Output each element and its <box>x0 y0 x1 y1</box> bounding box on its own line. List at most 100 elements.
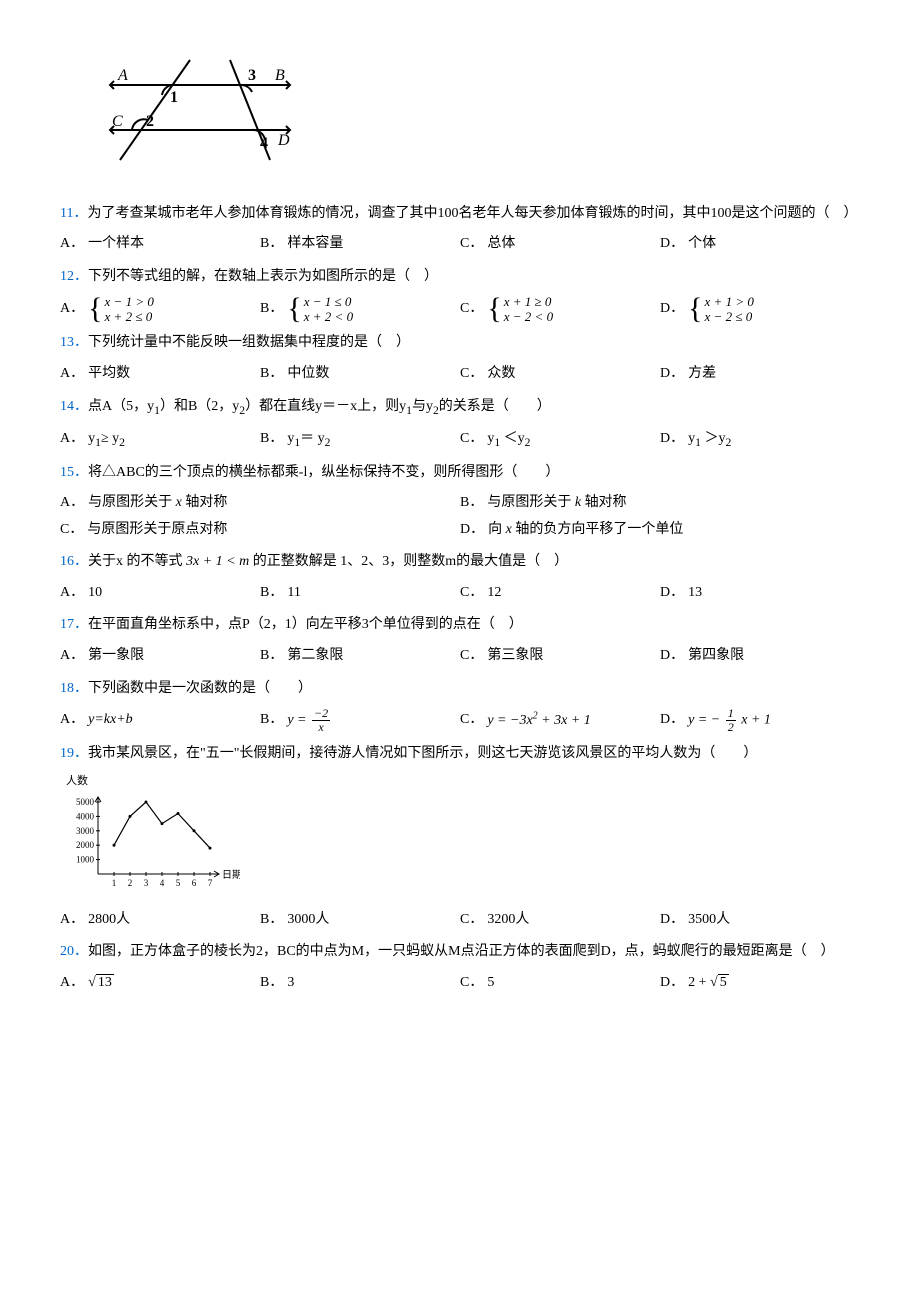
options-row: A． √13 B． 3 C． 5 D． 2 + √5 <box>60 970 860 997</box>
question-text: 将△ABC的三个顶点的横坐标都乘-l，纵坐标保持不变，则所得图形（ ） <box>88 465 559 480</box>
svg-text:2: 2 <box>128 878 133 888</box>
option-label: A． <box>60 361 84 388</box>
option-label: A． <box>60 643 84 670</box>
option-content: 5 <box>487 970 494 997</box>
option-c: C． 12 <box>460 580 660 607</box>
svg-text:2000: 2000 <box>76 840 95 850</box>
question-11: 11．为了考查某城市老年人参加体育锻炼的情况，调查了其中100名老年人每天参加体… <box>60 201 860 228</box>
option-label: C． <box>60 517 83 544</box>
option-c: C． {x + 1 ≥ 0x − 2 < 0 <box>460 294 660 324</box>
option-d: D． 2 + √5 <box>660 970 860 997</box>
option-label: B． <box>260 296 283 323</box>
option-content: 2 + √5 <box>688 970 729 997</box>
option-content: 第二象限 <box>287 643 343 670</box>
option-content: 样本容量 <box>287 231 343 258</box>
option-label: D． <box>660 231 684 258</box>
svg-text:3: 3 <box>248 67 256 84</box>
question-number: 19． <box>60 746 88 761</box>
option-content: √13 <box>88 970 114 997</box>
svg-text:5: 5 <box>176 878 181 888</box>
chart-x-label: 日期 <box>222 869 240 881</box>
option-content: 与原图形关于 k 轴对称 <box>487 490 626 517</box>
option-label: D． <box>460 517 484 544</box>
option-b: B． 样本容量 <box>260 231 460 258</box>
option-content: 3200人 <box>487 907 529 934</box>
question-number: 17． <box>60 617 88 632</box>
option-label: B． <box>260 970 283 997</box>
option-content: 第三象限 <box>487 643 543 670</box>
question-number: 20． <box>60 944 88 959</box>
option-c: C． y1 ＜y2 <box>460 426 660 454</box>
option-content: {x + 1 ≥ 0x − 2 < 0 <box>487 294 553 324</box>
option-c: C． 5 <box>460 970 660 997</box>
option-content: 3500人 <box>688 907 730 934</box>
parallel-lines-figure: A B C D 1 3 2 4 <box>100 50 860 181</box>
svg-text:4: 4 <box>260 135 268 152</box>
label-B: B <box>275 67 285 84</box>
option-label: B． <box>260 707 283 734</box>
option-label: C． <box>460 643 483 670</box>
option-b: B． y1＝ y2 <box>260 426 460 454</box>
option-content: 13 <box>688 580 702 607</box>
option-label: D． <box>660 643 684 670</box>
option-label: C． <box>460 707 483 734</box>
option-label: B． <box>260 361 283 388</box>
option-b: B． 第二象限 <box>260 643 460 670</box>
option-a: A． {x − 1 > 0x + 2 ≤ 0 <box>60 294 260 324</box>
options-row: A． y=kx+b B． y = −2x C． y = −3x2 + 3x + … <box>60 706 860 734</box>
question-20: 20．如图，正方体盒子的棱长为2，BC的中点为M，一只蚂蚁从M点沿正方体的表面爬… <box>60 939 860 966</box>
option-content: y1＝ y2 <box>287 426 330 454</box>
option-d: D． 个体 <box>660 231 860 258</box>
option-b: B． 3000人 <box>260 907 460 934</box>
option-content: 11 <box>287 580 300 607</box>
label-A: A <box>117 67 128 84</box>
option-label: A． <box>60 707 84 734</box>
option-content: y1 ＞y2 <box>688 426 731 454</box>
option-label: D． <box>660 907 684 934</box>
option-content: 3 <box>287 970 294 997</box>
option-label: C． <box>460 907 483 934</box>
option-d: D． 第四象限 <box>660 643 860 670</box>
option-b: B． 3 <box>260 970 460 997</box>
question-text: 在平面直角坐标系中，点P（2，1）向左平移3个单位得到的点在（ ） <box>88 617 523 632</box>
option-content: {x − 1 > 0x + 2 ≤ 0 <box>88 294 154 324</box>
option-label: A． <box>60 490 84 517</box>
option-content: 12 <box>487 580 501 607</box>
options-row: A． {x − 1 > 0x + 2 ≤ 0 B． {x − 1 ≤ 0x + … <box>60 294 860 324</box>
svg-text:1: 1 <box>170 89 178 106</box>
option-label: D． <box>660 707 684 734</box>
option-content: {x − 1 ≤ 0x + 2 < 0 <box>287 294 353 324</box>
options-row: A． 与原图形关于 x 轴对称 B． 与原图形关于 k 轴对称 C． 与原图形关… <box>60 490 860 543</box>
option-label: B． <box>260 426 283 453</box>
option-content: 中位数 <box>287 361 329 388</box>
question-number: 11． <box>60 206 87 221</box>
svg-text:1: 1 <box>112 878 117 888</box>
question-text: 下列不等式组的解，在数轴上表示为如图所示的是（ ） <box>88 269 438 284</box>
options-row: A． 第一象限 B． 第二象限 C． 第三象限 D． 第四象限 <box>60 643 860 670</box>
option-content: 一个样本 <box>88 231 144 258</box>
option-b: B． 与原图形关于 k 轴对称 <box>460 490 860 517</box>
option-a: A． y=kx+b <box>60 706 260 734</box>
option-label: D． <box>660 580 684 607</box>
option-d: D． 3500人 <box>660 907 860 934</box>
option-content: y1≥ y2 <box>88 426 125 454</box>
option-content: 个体 <box>688 231 716 258</box>
option-a: A． 一个样本 <box>60 231 260 258</box>
option-content: y1 ＜y2 <box>487 426 530 454</box>
visitors-line-chart: 人数 10002000300040005000 1234567 日期 <box>60 771 860 902</box>
option-label: A． <box>60 970 84 997</box>
option-d: D． y1 ＞y2 <box>660 426 860 454</box>
svg-text:7: 7 <box>208 878 213 888</box>
options-row: A． 平均数 B． 中位数 C． 众数 D． 方差 <box>60 361 860 388</box>
svg-text:6: 6 <box>192 878 197 888</box>
option-content: 众数 <box>487 361 515 388</box>
question-number: 12． <box>60 269 88 284</box>
svg-text:4000: 4000 <box>76 811 95 821</box>
option-d: D． {x + 1 > 0x − 2 ≤ 0 <box>660 294 860 324</box>
svg-text:3: 3 <box>144 878 149 888</box>
question-number: 15． <box>60 465 88 480</box>
option-c: C． 第三象限 <box>460 643 660 670</box>
option-label: C． <box>460 231 483 258</box>
question-12: 12．下列不等式组的解，在数轴上表示为如图所示的是（ ） <box>60 264 860 291</box>
question-text: 我市某风景区，在"五一"长假期间，接待游人情况如下图所示，则这七天游览该风景区的… <box>88 746 757 761</box>
